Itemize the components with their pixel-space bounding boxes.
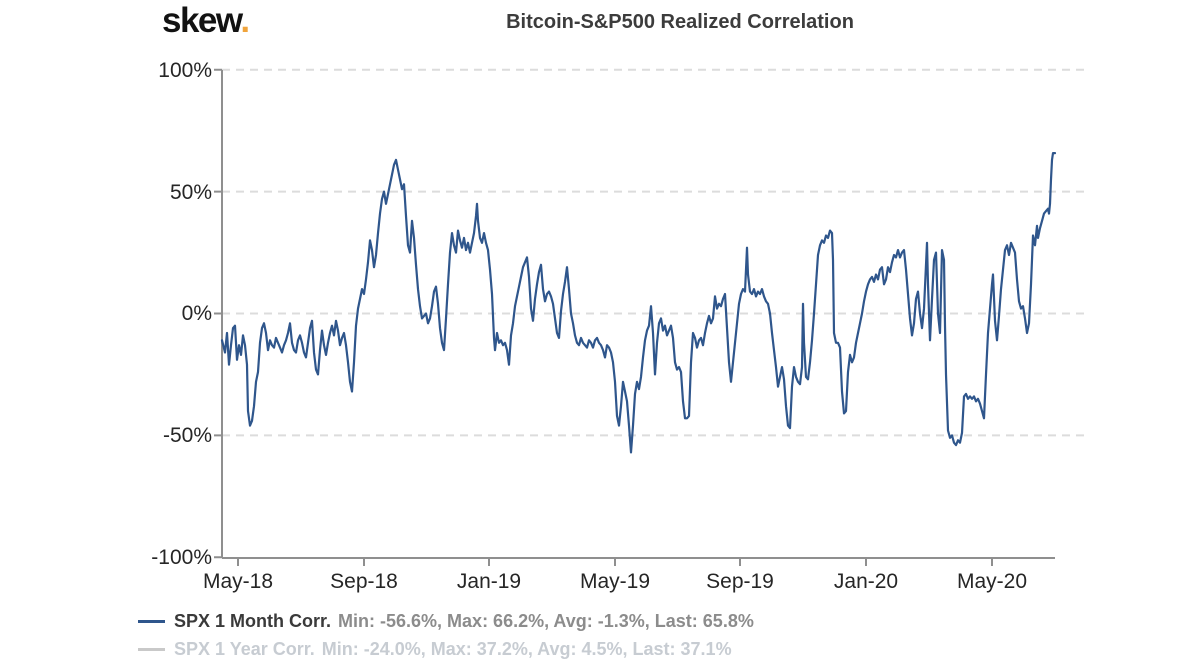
legend-label: SPX 1 Year Corr. xyxy=(174,638,315,659)
y-tick-label-neg100: -100% xyxy=(151,546,212,569)
x-tick-label-may-19: May-19 xyxy=(579,570,651,593)
legend-item-spx-1-month[interactable]: SPX 1 Month Corr. Min: -56.6%, Max: 66.2… xyxy=(138,607,754,635)
legend-stats: Min: -24.0%, Max: 37.2%, Avg: 4.5%, Last… xyxy=(321,638,732,659)
x-tick-label-may-18: May-18 xyxy=(202,570,274,593)
y-tick-label-0: 0% xyxy=(181,302,212,325)
legend-swatch-spx-1-year xyxy=(138,647,165,651)
x-tick-label-jan-20: Jan-20 xyxy=(833,570,899,593)
legend-label: SPX 1 Month Corr. xyxy=(174,610,332,631)
y-tick-label-100: 100% xyxy=(158,59,212,82)
legend-swatch-spx-1-month xyxy=(138,619,165,623)
series-line-0 xyxy=(220,152,1057,454)
skew-logo-text: skew xyxy=(162,1,242,40)
x-tick-label-sep-19: Sep-19 xyxy=(706,570,774,593)
y-tick-label-neg50: -50% xyxy=(162,424,212,447)
legend-stats: Min: -56.6%, Max: 66.2%, Avg: -1.3%, Las… xyxy=(338,610,754,631)
chart-legend: SPX 1 Month Corr. Min: -56.6%, Max: 66.2… xyxy=(138,607,754,663)
chart-title: Bitcoin-S&P500 Realized Correlation xyxy=(506,11,854,33)
skew-logo: skew. xyxy=(162,1,250,41)
x-tick-label-sep-18: Sep-18 xyxy=(330,570,398,593)
x-tick-label-may-20: May-20 xyxy=(956,570,1028,593)
y-tick-label-50: 50% xyxy=(169,181,212,204)
legend-item-spx-1-year[interactable]: SPX 1 Year Corr. Min: -24.0%, Max: 37.2%… xyxy=(138,635,754,663)
skew-logo-dot: . xyxy=(240,1,250,40)
x-tick-label-jan-19: Jan-19 xyxy=(456,570,522,593)
